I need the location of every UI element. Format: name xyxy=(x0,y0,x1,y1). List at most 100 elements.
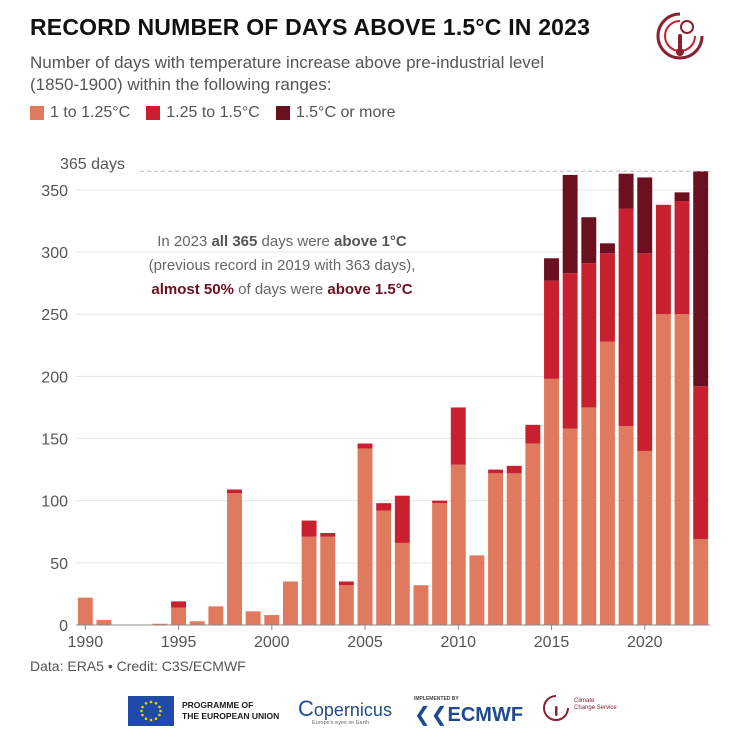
y-tick-label: 250 xyxy=(41,307,68,324)
bar-2018-series-1 xyxy=(599,253,615,342)
bar-1998-series-1 xyxy=(227,489,242,494)
bar-2009-series-0 xyxy=(432,503,448,625)
bar-2001-series-0 xyxy=(282,581,298,625)
x-tick-label: 1995 xyxy=(161,634,197,651)
copernicus-logo: Copernicus xyxy=(298,696,392,722)
annotation-line-3: almost 50% of days were above 1.5°C xyxy=(112,278,452,302)
bar-2016-series-2 xyxy=(562,174,578,274)
bar-2023-series-0 xyxy=(693,539,709,625)
c3s-mini-logo-icon xyxy=(543,695,569,721)
legend-item-high: 1.5°C or more xyxy=(275,104,396,122)
copernicus-c: C xyxy=(298,696,314,721)
x-tick-label: 1990 xyxy=(68,634,104,651)
bar-2012-series-0 xyxy=(488,473,504,625)
legend-label-high: 1.5°C or more xyxy=(295,104,396,121)
bar-2019-series-1 xyxy=(618,208,634,427)
eu-programme-text: PROGRAMME OF THE EUROPEAN UNION xyxy=(182,700,279,722)
legend: 1 to 1.25°C 1.25 to 1.5°C 1.5°C or more xyxy=(30,104,396,122)
bar-2023-series-1 xyxy=(693,386,709,540)
eu-text-line-2: THE EUROPEAN UNION xyxy=(182,711,280,721)
bar-2015-series-0 xyxy=(544,378,559,625)
bar-2015-series-2 xyxy=(544,258,559,281)
stacked-bar-chart: 0 50 100 150 200 250 300 350 1990 1995 2000 2005 20… xyxy=(41,156,710,651)
legend-swatch-mid xyxy=(146,106,161,120)
bar-2020-series-1 xyxy=(637,253,653,451)
annotation-line-2: (previous record in 2019 with 363 days), xyxy=(148,257,416,274)
bar-2006-series-0 xyxy=(376,510,392,625)
bar-2007-series-0 xyxy=(394,542,410,625)
x-tick-labels: 1990 1995 2000 2005 2010 2015 2020 xyxy=(68,625,663,651)
annotation-highlight: above 1.5°C xyxy=(327,281,413,298)
bar-2009-series-1 xyxy=(432,500,448,504)
y-tick-label: 300 xyxy=(41,245,68,262)
legend-item-mid: 1.25 to 1.5°C xyxy=(146,104,260,122)
bar-2017-series-1 xyxy=(581,263,597,408)
legend-label-low: 1 to 1.25°C xyxy=(50,104,131,121)
chart-annotation: In 2023 all 365 days were above 1°C (pre… xyxy=(112,230,452,302)
footer-logos: PROGRAMME OF THE EUROPEAN UNION Copernic… xyxy=(0,688,740,738)
bar-2017-series-0 xyxy=(581,407,597,625)
annotation-text: of days were xyxy=(233,281,328,298)
bar-2013-series-0 xyxy=(506,473,522,625)
bar-2012-series-1 xyxy=(488,469,504,474)
bar-2019-series-0 xyxy=(618,426,634,625)
bar-2000-series-0 xyxy=(264,615,280,625)
y-tick-label: 350 xyxy=(41,183,68,200)
c3s-text: Climate Change Service xyxy=(574,698,617,712)
annotation-line-1: In 2023 all 365 days were above 1°C xyxy=(112,230,452,254)
annotation-bold: all 365 xyxy=(211,233,258,250)
chart-subtitle: Number of days with temperature increase… xyxy=(30,53,545,94)
x-tick-label: 2015 xyxy=(534,634,570,651)
bar-2016-series-1 xyxy=(562,273,578,429)
annotation-bold: above 1°C xyxy=(334,233,407,250)
y-tick-label: 150 xyxy=(41,432,68,449)
x-tick-label: 2020 xyxy=(627,634,663,651)
bar-1990-series-0 xyxy=(77,597,93,625)
bar-2018-series-0 xyxy=(599,341,615,625)
bar-1999-series-0 xyxy=(245,611,261,625)
c3s-text-line-1: Climate xyxy=(574,698,595,704)
bar-2008-series-0 xyxy=(413,585,429,625)
bar-2015-series-1 xyxy=(544,280,559,379)
ecmwf-word: ECMWF xyxy=(447,704,524,726)
bar-1998-series-0 xyxy=(227,493,242,625)
bar-1991-series-0 xyxy=(96,620,112,625)
chart-title: RECORD NUMBER OF DAYS ABOVE 1.5°C IN 202… xyxy=(30,14,591,40)
bar-2011-series-0 xyxy=(469,555,485,625)
eu-text-line-1: PROGRAMME OF xyxy=(182,700,254,710)
y-tick-label: 50 xyxy=(50,556,68,573)
y-tick-label: 100 xyxy=(41,494,68,511)
reference-line-label: 365 days xyxy=(60,156,125,173)
eu-flag-icon xyxy=(128,696,174,726)
bar-2019-series-2 xyxy=(618,173,634,209)
bar-2007-series-1 xyxy=(394,495,410,543)
bar-2021-series-0 xyxy=(655,314,671,625)
bar-2010-series-0 xyxy=(450,464,466,625)
bar-2003-series-1 xyxy=(320,533,336,537)
ecmwf-logo: ❮❮ECMWF xyxy=(414,704,524,726)
bar-2021-series-1 xyxy=(655,204,671,315)
bar-2010-series-1 xyxy=(450,407,466,465)
annotation-highlight: almost 50% xyxy=(151,281,234,298)
bar-2016-series-0 xyxy=(562,428,578,625)
bar-2006-series-1 xyxy=(376,503,392,511)
x-tick-label: 2010 xyxy=(440,634,476,651)
copernicus-tagline: Europe's eyes on Earth xyxy=(312,720,370,726)
bar-2017-series-2 xyxy=(581,217,597,264)
bar-2022-series-1 xyxy=(674,201,690,315)
y-tick-label: 200 xyxy=(41,369,68,386)
legend-label-mid: 1.25 to 1.5°C xyxy=(166,104,260,121)
x-tick-label: 2005 xyxy=(347,634,383,651)
c3s-text-line-2: Change Service xyxy=(574,705,617,711)
annotation-text: days were xyxy=(257,233,335,250)
implemented-by-text: IMPLEMENTED BY xyxy=(414,696,459,702)
bar-2020-series-0 xyxy=(637,450,653,625)
bar-2022-series-0 xyxy=(674,314,690,625)
data-credit: Data: ERA5 • Credit: C3S/ECMWF xyxy=(30,658,246,674)
bars xyxy=(77,171,709,625)
annotation-text: In 2023 xyxy=(157,233,212,250)
bar-1995-series-1 xyxy=(171,601,187,608)
bar-2004-series-1 xyxy=(338,581,354,586)
bar-1996-series-0 xyxy=(189,621,205,625)
bar-2004-series-0 xyxy=(338,585,354,625)
